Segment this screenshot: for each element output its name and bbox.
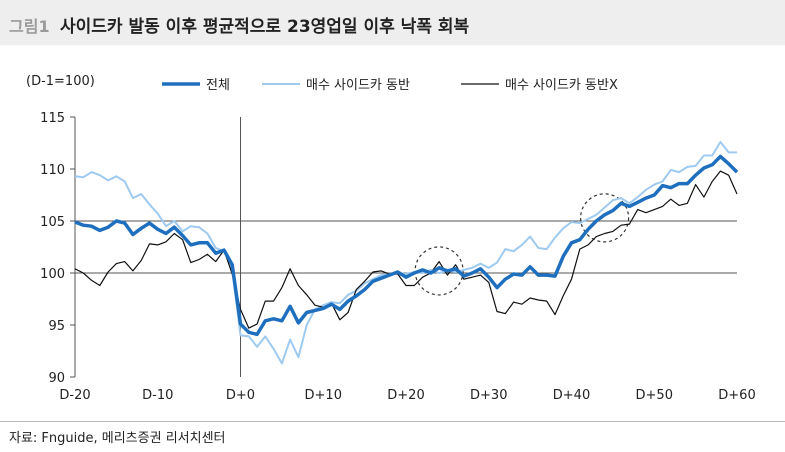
- bottom-divider: [0, 421, 785, 422]
- x-tick-label: D+40: [553, 388, 590, 403]
- y-tick-label: 100: [40, 267, 65, 282]
- figure-number: 그림1: [9, 17, 50, 36]
- legend-label-2: 매수 사이드카 동반X: [505, 78, 618, 93]
- y-tick-label: 115: [40, 111, 65, 126]
- series-line-1: [74, 141, 737, 365]
- x-tick-label: D+20: [387, 388, 424, 403]
- series-line-0: [74, 154, 739, 337]
- y-tick-label: 105: [40, 215, 65, 230]
- legend-label-1: 매수 사이드카 동반: [306, 78, 410, 93]
- y-tick-label: 95: [48, 319, 65, 334]
- series-lines: [74, 141, 739, 365]
- line-chart: (D-1=100) 90 95 100 105 110 115 D-20 D-10 D+0 D+1…: [26, 74, 756, 403]
- legend-label-0: 전체: [206, 78, 230, 93]
- source-note: 자료: Fnguide, 메리츠증권 리서치센터: [9, 431, 226, 446]
- x-tick-label: D+30: [470, 388, 507, 403]
- figure-title: 사이드카 발동 이후 평균적으로 23영업일 이후 낙폭 회복: [60, 17, 470, 37]
- x-tick-label: D-10: [142, 388, 173, 403]
- axes: 90 95 100 105 110 115 D-20 D-10 D+0 D+10 D+20 D+30 D…: [40, 111, 756, 403]
- x-tick-label: D+10: [305, 388, 342, 403]
- x-tick-label: D+50: [636, 388, 673, 403]
- legend: 전체 매수 사이드카 동반 매수 사이드카 동반X: [162, 78, 618, 93]
- unit-label: (D-1=100): [26, 74, 95, 89]
- y-tick-label: 110: [40, 163, 65, 178]
- dashed-circle-annotation: [579, 193, 630, 243]
- x-tick-label: D+0: [226, 388, 255, 403]
- gridlines: [75, 117, 737, 377]
- x-tick-label: D-20: [59, 388, 90, 403]
- x-tick-label: D+60: [718, 388, 755, 403]
- series-line-2: [74, 170, 738, 329]
- y-tick-label: 90: [48, 371, 65, 386]
- title-bar: 그림1 사이드카 발동 이후 평균적으로 23영업일 이후 낙폭 회복: [0, 0, 785, 45]
